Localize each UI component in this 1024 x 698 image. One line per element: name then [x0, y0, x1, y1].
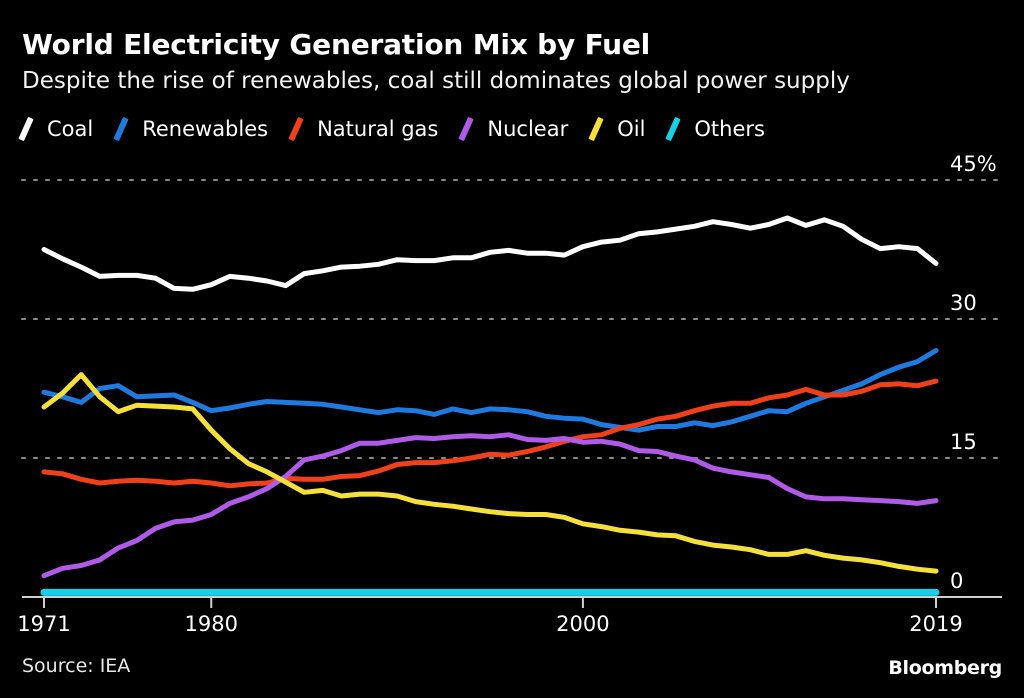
page-title: World Electricity Generation Mix by Fuel	[22, 28, 651, 61]
legend-item-renewables[interactable]: Renewables	[113, 116, 269, 142]
legend-swatch-icon	[588, 116, 610, 142]
series-line-coal	[41, 215, 939, 292]
legend-swatch-icon	[665, 116, 687, 142]
y-axis-tick-label: 15	[950, 430, 977, 454]
legend-item-natural-gas[interactable]: Natural gas	[288, 116, 439, 142]
legend-item-nuclear[interactable]: Nuclear	[458, 116, 569, 142]
source-note: Source: IEA	[22, 655, 131, 677]
legend-item-others[interactable]: Others	[665, 116, 765, 142]
line-chart-svg	[21, 179, 1003, 608]
legend-label: Nuclear	[487, 117, 569, 141]
series-line-renewables	[41, 348, 939, 433]
series-line-nuclear	[41, 432, 939, 579]
legend-label: Renewables	[142, 117, 269, 141]
legend-label: Others	[694, 117, 765, 141]
legend-label: Coal	[47, 117, 94, 141]
legend-item-oil[interactable]: Oil	[588, 116, 646, 142]
y-axis-tick-label: 30	[950, 291, 977, 315]
x-axis-tick-label: 2000	[556, 612, 610, 636]
legend-swatch-icon	[458, 116, 480, 142]
series-line-oil	[41, 372, 939, 574]
legend-label: Natural gas	[317, 117, 439, 141]
legend-swatch-icon	[113, 116, 135, 142]
chart-legend: Coal Renewables Natural gas Nuclear Oil Other…	[18, 114, 787, 144]
y-axis-tick-label: 0	[950, 569, 964, 593]
legend-item-coal[interactable]: Coal	[18, 116, 94, 142]
x-axis-tick-label: 2019	[909, 612, 963, 636]
x-axis-tick-label: 1980	[184, 612, 238, 636]
series-line-natural-gas	[41, 378, 939, 489]
x-axis-tick-label: 1971	[17, 612, 71, 636]
legend-label: Oil	[617, 117, 646, 141]
legend-swatch-icon	[288, 116, 310, 142]
legend-swatch-icon	[18, 116, 40, 142]
y-axis-tick-label: 45%	[950, 152, 997, 176]
page-subtitle: Despite the rise of renewables, coal sti…	[22, 68, 850, 94]
plot-area	[0, 150, 1024, 610]
bloomberg-logo: Bloomberg	[888, 657, 1002, 679]
